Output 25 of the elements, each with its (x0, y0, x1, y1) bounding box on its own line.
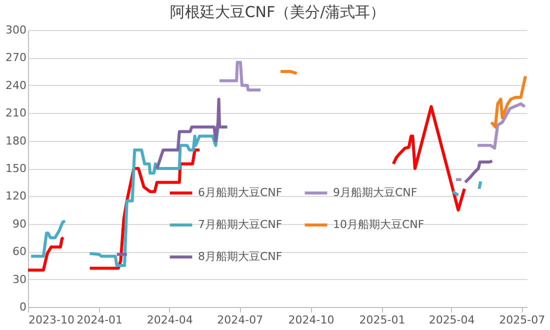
y-tick-label: 180 (6, 134, 26, 148)
y-tick-label: 120 (6, 190, 26, 203)
x-tick-label: 2025-07 (499, 314, 546, 326)
legend-label: 9月船期大豆CNF (333, 186, 418, 199)
legend-label: 7月船期大豆CNF (198, 218, 282, 231)
y-tick-label: 90 (12, 217, 26, 230)
y-tick-label: 0 (20, 300, 26, 314)
y-tick-label: 300 (6, 24, 26, 36)
y-tick-label: 30 (12, 272, 26, 286)
x-tick-label: 2023-10 (28, 314, 74, 326)
legend-label: 8月船期大豆CNF (198, 250, 282, 263)
y-tick-label: 60 (12, 245, 26, 258)
x-tick-label: 2025-01 (359, 314, 406, 326)
legend-label: 6月船期大豆CNF (198, 186, 282, 199)
y-tick-label: 270 (6, 51, 26, 64)
x-tick-label: 2024-10 (288, 314, 334, 326)
x-tick-label: 2024-07 (217, 314, 264, 326)
x-tick-label: 2025-04 (428, 314, 475, 326)
chart-title: 阿根廷大豆CNF（美分/蒲式耳） (170, 3, 386, 21)
x-tick-label: 2024-04 (146, 314, 193, 326)
y-tick-label: 240 (6, 78, 26, 92)
legend-label: 10月船期大豆CNF (333, 218, 424, 231)
y-tick-label: 210 (6, 106, 26, 120)
y-tick-label: 150 (6, 162, 26, 175)
x-tick-label: 2024-01 (76, 314, 123, 326)
